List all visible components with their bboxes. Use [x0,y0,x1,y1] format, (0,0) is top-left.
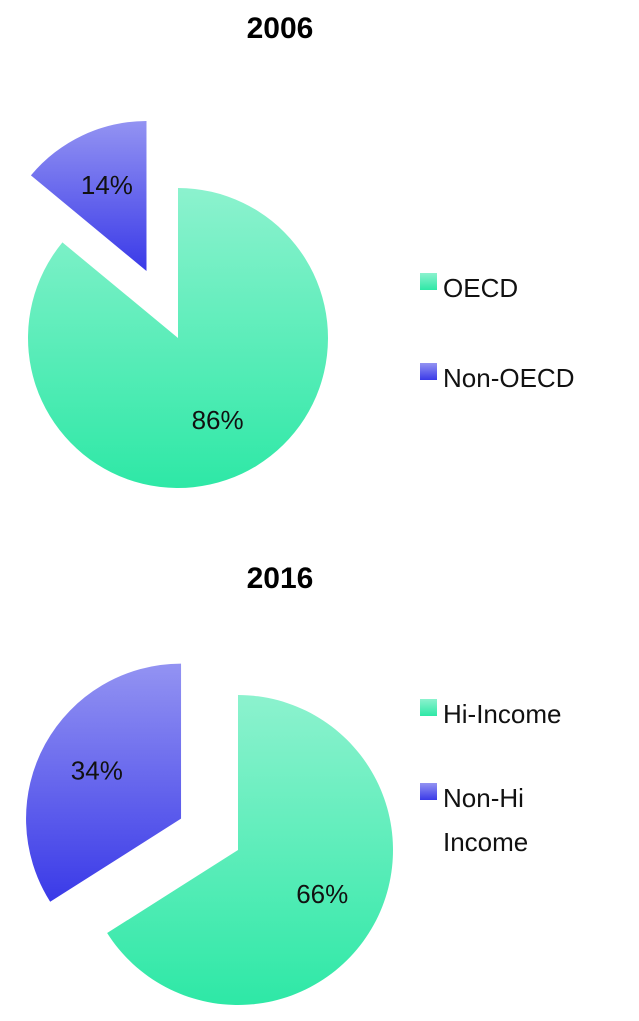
legend-swatch [420,783,437,800]
data-label: 14% [81,170,133,200]
pie-slice [26,663,182,902]
pie-slice [28,188,329,488]
legend-item: Hi-Income [420,692,620,736]
chart-title: 2006 [247,12,314,45]
pie-slice [107,695,393,1005]
legend-item: OECD [420,266,620,310]
pie-slice [30,121,147,272]
legend-swatch [420,273,437,290]
data-label: 86% [192,405,244,435]
legend-label: Non-OECD [443,363,575,393]
legend-item: Non-OECD [420,356,620,400]
chart-title: 2016 [247,562,314,595]
data-label: 34% [71,755,123,785]
data-label: 66% [296,879,348,909]
legend-swatch [420,363,437,380]
legend-swatch [420,699,437,716]
legend-item: Non-Hi Income [420,776,620,864]
legend-label: Hi-Income [443,699,562,729]
legend-label: OECD [443,273,519,303]
legend-label: Non-Hi Income [443,783,529,857]
